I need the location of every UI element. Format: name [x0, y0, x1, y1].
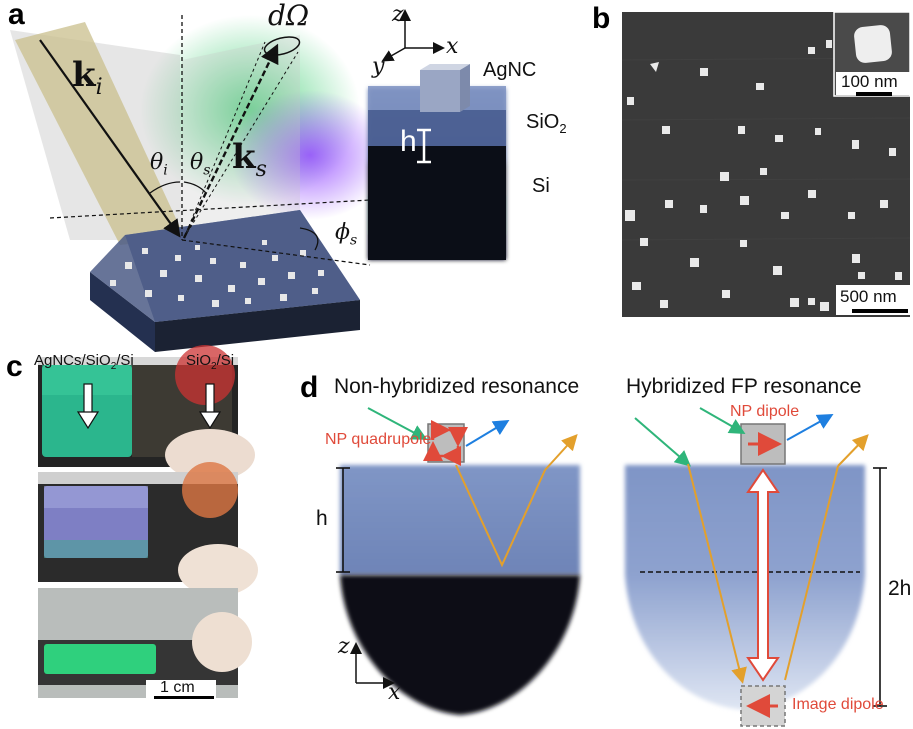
- right-sample-label: SiO2/Si: [186, 352, 235, 372]
- left-incident-ray: [367, 407, 428, 440]
- layer-stack: [368, 9, 506, 260]
- panel-a: [10, 15, 390, 352]
- sample-arrow-left: [76, 383, 100, 430]
- theta-i-label: θi: [150, 150, 168, 179]
- photo-3-finger: [192, 612, 252, 672]
- solid-angle-label: dΩ: [268, 0, 310, 32]
- theta-i-arc: [149, 181, 181, 194]
- substrate-surface: [90, 210, 360, 322]
- nanocubes: [110, 240, 324, 307]
- incident-beam: [15, 22, 185, 245]
- substrate-side-face: [90, 272, 155, 352]
- right-title: Hybridized FP resonance: [626, 375, 862, 398]
- h-label: h: [316, 507, 328, 530]
- photo-1-finger: [165, 429, 255, 481]
- phi-s-arc: [299, 227, 319, 251]
- panel-label-d: d: [300, 371, 319, 404]
- sem-particles: [625, 40, 902, 311]
- inset-nanocube: [854, 25, 892, 63]
- theta-s-label: θs: [190, 150, 211, 179]
- right-incident-ray-2: [699, 407, 746, 434]
- left-title: Non-hybridized resonance: [334, 375, 580, 398]
- left-silica: [340, 465, 580, 575]
- photo-scale-label: 1 cm: [160, 679, 195, 696]
- photo-scalebar: [154, 696, 214, 699]
- main-scale-label: 500 nm: [840, 287, 897, 306]
- agnc-label: AgNC: [483, 59, 537, 81]
- panel-d: [336, 407, 887, 727]
- left-bowl: [340, 465, 580, 715]
- right-scattered-ray: [786, 414, 834, 441]
- incident-wavevector: [39, 39, 181, 238]
- two-h-label: 2h: [888, 577, 912, 600]
- panel-label-a: a: [8, 0, 25, 31]
- right-returning-ray: [784, 465, 839, 681]
- substrate-front-face: [155, 300, 360, 352]
- solid-angle-edge-right: [183, 51, 299, 239]
- solid-angle-ellipse: [263, 36, 301, 56]
- axis-z-label: z: [392, 2, 404, 27]
- panel-b: [621, 11, 911, 317]
- agnc-top: [420, 64, 470, 70]
- left-scattered-ray: [465, 419, 510, 447]
- d-axis-x-label: x: [388, 680, 401, 705]
- photo-3-coated-sample: [44, 644, 156, 674]
- np-quadrupole-label: NP quadrupole: [325, 431, 432, 448]
- theta-s-arc: [183, 181, 207, 194]
- sio2-label: SiO2: [526, 111, 567, 136]
- left-silicon: [340, 575, 580, 715]
- left-sample-label: AgNCs/SiO2/Si: [34, 352, 134, 372]
- in-plane-reference: [49, 199, 371, 219]
- right-transmitted-ray: [687, 463, 747, 684]
- right-bowl: [625, 465, 865, 710]
- np-dipole-label: NP dipole: [730, 403, 800, 420]
- main-scalebar: [852, 309, 908, 313]
- left-reflected-ray: [455, 464, 546, 568]
- panel-label-b: b: [592, 2, 611, 35]
- purple-scatter-glow: [230, 90, 390, 220]
- inset-scalebar: [856, 92, 892, 96]
- si-label: Si: [532, 175, 550, 197]
- axis-y-label: y: [372, 54, 385, 79]
- scattering-plane: [182, 35, 300, 240]
- solid-angle-edge-left: [183, 41, 266, 239]
- azimuth-reference: [181, 239, 371, 266]
- sample-arrow-right: [198, 383, 222, 430]
- stack-h-label: h: [400, 125, 417, 158]
- scattered-wavevector: [182, 43, 279, 239]
- axis-y-arrow: [381, 47, 406, 62]
- panel-label-c: c: [6, 350, 23, 383]
- silicon-layer: [368, 146, 506, 260]
- image-dipole-label: Image dipole: [792, 696, 884, 713]
- panel-c: [38, 345, 258, 699]
- inset-scale-label: 100 nm: [841, 72, 898, 91]
- k-incident-label: ki: [72, 55, 103, 100]
- agnc-cube: [420, 70, 460, 112]
- k-scattered-label: ks: [232, 137, 267, 182]
- fp-double-arrow: [746, 468, 780, 682]
- axis-x-label: x: [446, 34, 459, 59]
- phi-s-label: ϕs: [335, 220, 358, 249]
- right-incident-ray-1: [634, 417, 692, 467]
- d-axis-z-label: z: [338, 634, 350, 659]
- photo-2-finger: [178, 544, 258, 596]
